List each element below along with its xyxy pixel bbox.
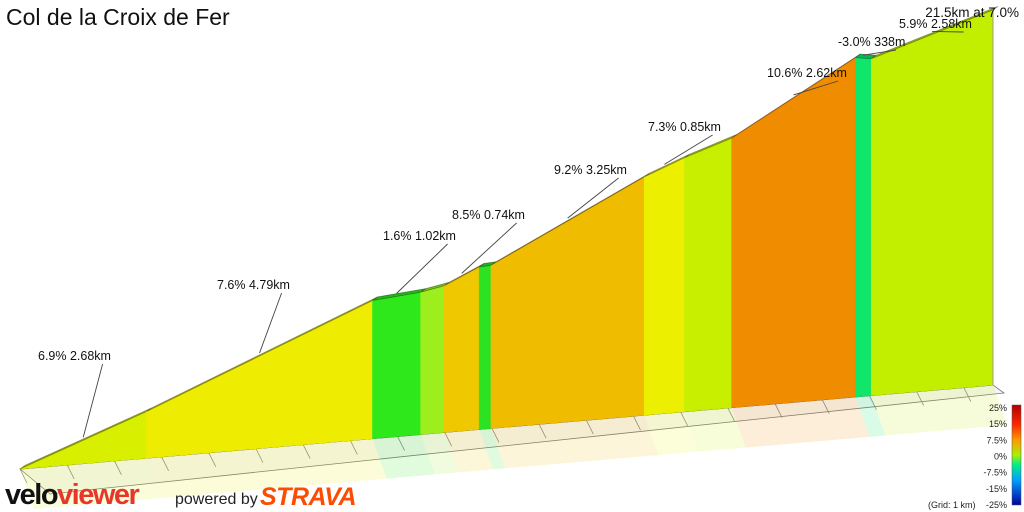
segment-label: -3.0% 338m [838, 35, 905, 49]
segment-wall [644, 157, 685, 416]
segment-floor-shadow [731, 396, 870, 448]
color-scale-tick-label: -7.5% [983, 468, 1007, 478]
grid-note: (Grid: 1 km) [928, 500, 976, 510]
segment-wall [420, 285, 445, 435]
segment-label-leader [863, 49, 897, 56]
segment-label-leader [664, 134, 713, 165]
powered-by-text: powered by [175, 491, 258, 508]
color-scale-tick-label: -15% [986, 484, 1007, 494]
segment-floor-shadow [444, 429, 494, 473]
segment-floor-shadow [146, 438, 387, 499]
segment-wall [684, 137, 732, 412]
segment-wall [478, 264, 492, 430]
segment-ridge [871, 6, 999, 60]
segment-wall [731, 57, 856, 408]
segment-label: 5.9% 2.58km [899, 17, 972, 31]
segment-label-leader [259, 292, 283, 354]
segment-label: 6.9% 2.68km [38, 349, 111, 363]
color-scale-tick-label: -25% [986, 500, 1007, 510]
segment-label-leader [396, 243, 448, 294]
segment-label: 7.3% 0.85km [648, 120, 721, 134]
color-scale-tick-label: 25% [989, 403, 1007, 413]
strava-logo: STRAVA [260, 483, 357, 511]
segment-wall [443, 266, 480, 433]
segment-floor-shadow [684, 407, 746, 452]
color-scale-tick-label: 0% [994, 452, 1007, 462]
segment-label: 1.6% 1.02km [383, 229, 456, 243]
segment-label: 10.6% 2.62km [767, 66, 847, 80]
segment-floor-shadow [420, 432, 459, 475]
color-scale-bar [1011, 404, 1022, 506]
segment-wall [854, 57, 872, 398]
segment-label-leader [793, 80, 839, 96]
segment-floor-shadow [479, 428, 505, 470]
segment-labels: 6.9% 2.68km 7.6% 4.79km 1.6% 1.02km 8.5% 0.… [38, 5, 1019, 438]
segment-label-leader [567, 177, 619, 219]
grade-color-scale: 25% 15% 7.5% 0% -7.5% -15% -25% [983, 403, 1022, 510]
profile-walls [19, 6, 999, 470]
color-scale-tick-label: 7.5% [986, 435, 1007, 445]
segment-label: 9.2% 3.25km [554, 163, 627, 177]
segment-floor-shadow [490, 415, 659, 469]
segment-wall [372, 291, 421, 439]
chart-title: Col de la Croix de Fer [6, 4, 230, 30]
segment-label-leader [82, 363, 104, 438]
segment-label: 8.5% 0.74km [452, 208, 525, 222]
segment-floor-shadow [644, 411, 699, 456]
climb-summary-label: 21.5km at 7.0% [925, 5, 1019, 20]
segment-floor-shadow [372, 434, 435, 479]
segment-wall [870, 9, 994, 396]
color-scale-tick-label: 15% [989, 419, 1007, 429]
segment-label-leader [461, 222, 517, 274]
segment-floor-shadow [871, 385, 1007, 436]
segment-label-leader [932, 30, 964, 33]
veloviewer-logo: veloviewer [5, 479, 140, 511]
segment-wall [146, 300, 373, 459]
segment-floor-shadow [20, 458, 161, 509]
segment-label: 7.6% 4.79km [217, 278, 290, 292]
segment-floor-shadow [855, 395, 886, 437]
grid-floor [18, 384, 1007, 509]
